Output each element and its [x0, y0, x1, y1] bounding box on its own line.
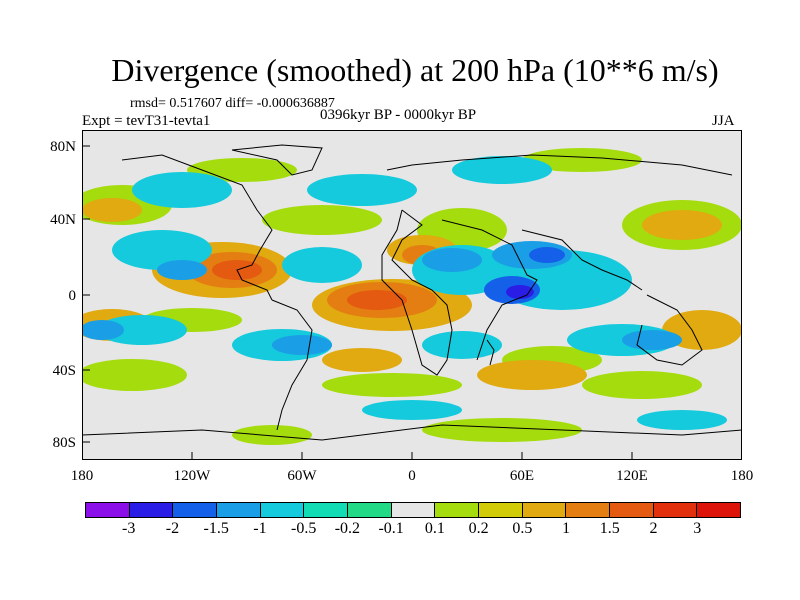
- colorbar-label-2: -1.5: [203, 520, 229, 537]
- colorbar: [85, 502, 741, 518]
- period-label: 0396kyr BP - 0000kyr BP: [320, 107, 477, 123]
- colorbar-label-7: 0.1: [424, 520, 445, 537]
- colorbar-swatch-6: [348, 503, 392, 517]
- colorbar-label-1: -2: [165, 520, 180, 537]
- contour-negative-high: [506, 285, 534, 299]
- stats-text: rmsd= 0.517607 diff= -0.000636887: [130, 96, 335, 111]
- colorbar-swatch-2: [173, 503, 218, 517]
- colorbar-label-0: -3: [122, 520, 136, 537]
- experiment-label: Expt = tevT31-tevta1: [82, 113, 211, 129]
- colorbar-label-4: -0.5: [290, 520, 317, 537]
- x-tick-60w: 60W: [287, 468, 317, 484]
- colorbar-swatch-11: [566, 503, 611, 517]
- colorbar-swatch-5: [304, 503, 349, 517]
- y-tick-80n: 80N: [50, 139, 76, 155]
- colorbar-label-12: 2: [649, 520, 658, 537]
- colorbar-swatch-12: [610, 503, 654, 517]
- colorbar-label-11: 1.5: [599, 520, 620, 537]
- colorbar-swatch-13: [653, 503, 698, 517]
- colorbar-label-6: -0.1: [378, 520, 404, 537]
- colorbar-label-8: 0.2: [468, 520, 489, 537]
- colorbar-swatch-8: [435, 503, 480, 517]
- colorbar-swatch-7: [391, 503, 436, 517]
- colorbar-swatch-1: [129, 503, 174, 517]
- colorbar-label-9: 0.5: [512, 520, 533, 537]
- y-tick-40s: 40S: [52, 363, 76, 379]
- x-tick-0: 0: [408, 468, 416, 484]
- colorbar-label-5: -0.2: [334, 520, 361, 537]
- divergence-map: [82, 130, 742, 460]
- colorbar-swatch-0: [86, 503, 130, 517]
- x-tick-60e: 60E: [509, 468, 535, 484]
- colorbar-swatch-10: [522, 503, 567, 517]
- map-field: [82, 130, 742, 460]
- coastlines: [82, 144, 742, 441]
- axis-ticks: [82, 145, 633, 460]
- y-tick-80s: 80S: [52, 435, 76, 451]
- x-tick-120e: 120E: [616, 468, 648, 484]
- x-tick-180w: 180: [70, 468, 94, 484]
- x-tick-180e: 180: [730, 468, 754, 484]
- colorbar-swatch-14: [697, 503, 741, 517]
- colorbar-swatch-9: [479, 503, 523, 517]
- colorbar-swatch-4: [260, 503, 305, 517]
- y-tick-0: 0: [68, 288, 77, 304]
- x-tick-120w: 120W: [173, 468, 211, 484]
- colorbar-label-3: -1: [253, 520, 267, 537]
- colorbar-label-10: 1: [562, 520, 571, 537]
- colorbar-label-13: 3: [693, 520, 702, 537]
- chart-title: Divergence (smoothed) at 200 hPa (10**6 …: [111, 52, 719, 88]
- season-label: JJA: [712, 113, 735, 129]
- y-tick-40n: 40N: [50, 212, 76, 228]
- colorbar-swatch-3: [217, 503, 261, 517]
